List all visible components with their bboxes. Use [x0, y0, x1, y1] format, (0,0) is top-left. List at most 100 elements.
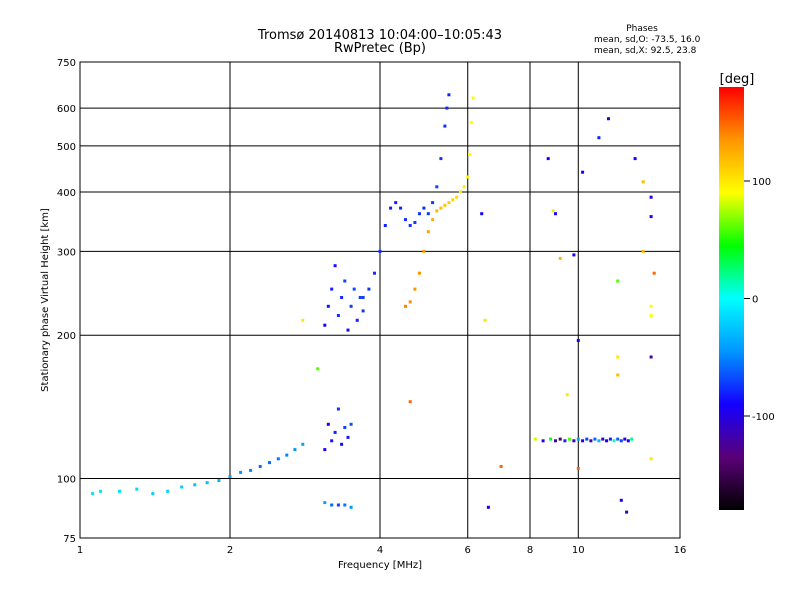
data-point: [649, 457, 653, 461]
data-point: [546, 157, 550, 161]
data-point: [601, 437, 605, 441]
data-point: [333, 430, 337, 434]
data-point: [649, 355, 653, 359]
data-point: [426, 230, 430, 234]
data-point: [426, 212, 430, 216]
data-point: [619, 439, 623, 443]
data-point: [455, 195, 459, 199]
colorbar-tick-label: 100: [752, 177, 771, 188]
phase-stats-o: mean, sd,O: -73.5, 16.0: [594, 35, 701, 45]
phase-header: Phases: [626, 24, 658, 34]
data-point: [394, 201, 398, 205]
data-point: [616, 437, 620, 441]
data-point: [413, 287, 417, 291]
data-point: [480, 212, 484, 216]
data-point: [458, 190, 462, 194]
data-point: [358, 296, 362, 299]
data-point: [486, 505, 490, 509]
data-point: [447, 201, 451, 205]
x-tick-label: 4: [377, 545, 383, 556]
data-point: [276, 457, 280, 461]
data-point: [404, 218, 407, 222]
data-point: [652, 271, 656, 275]
data-point: [641, 180, 645, 184]
data-point: [340, 442, 344, 446]
data-point: [451, 198, 455, 202]
data-point: [626, 439, 630, 443]
colorbar-label: [deg]: [720, 72, 755, 87]
data-point: [301, 442, 305, 446]
data-point: [135, 487, 139, 491]
data-point: [330, 503, 334, 507]
data-point: [349, 304, 353, 308]
colorbar: [deg] 100 0 -100: [719, 72, 775, 510]
data-point: [431, 201, 435, 205]
data-point: [217, 479, 221, 483]
data-point: [323, 501, 327, 505]
data-point: [616, 355, 620, 359]
data-point: [549, 437, 553, 441]
data-point: [418, 271, 421, 275]
data-point: [445, 106, 449, 110]
data-point: [330, 287, 334, 291]
axis-ticks: 1 2 4 6 8 10 16 75 100 200 300 400 500 600 750: [57, 58, 686, 556]
data-point: [323, 323, 327, 327]
data-point: [589, 439, 593, 443]
data-point: [435, 185, 439, 189]
data-point: [336, 503, 340, 507]
data-point: [151, 492, 155, 495]
x-tick-label: 2: [227, 545, 233, 556]
data-point: [471, 96, 475, 100]
data-point: [346, 328, 350, 332]
data-point: [228, 475, 232, 478]
data-point: [268, 461, 271, 465]
data-point: [383, 224, 387, 227]
data-point: [616, 373, 620, 377]
x-tick-label: 8: [527, 545, 533, 556]
data-point: [649, 215, 653, 219]
data-point: [373, 271, 376, 275]
data-point: [349, 422, 353, 426]
data-point: [466, 175, 470, 179]
x-tick-label: 16: [674, 545, 687, 556]
plot-frame: [79, 61, 681, 539]
data-point: [413, 221, 417, 224]
data-point: [316, 367, 320, 371]
data-point: [435, 209, 439, 213]
data-point: [439, 206, 443, 210]
data-point: [333, 264, 337, 268]
data-point: [336, 314, 340, 317]
data-point: [301, 318, 305, 322]
x-axis-label: Frequency [MHz]: [338, 560, 422, 571]
data-point: [118, 489, 121, 493]
colorbar-ticks: 100 0 -100: [744, 177, 775, 423]
data-point: [616, 279, 620, 283]
data-point: [641, 249, 645, 253]
data-point: [336, 407, 340, 411]
data-point: [326, 422, 330, 426]
data-point: [367, 287, 371, 291]
data-point: [205, 481, 209, 485]
data-point: [576, 339, 580, 342]
y-tick-label: 750: [57, 58, 76, 69]
data-point: [499, 465, 503, 468]
data-point: [180, 485, 184, 489]
data-point: [585, 437, 589, 441]
data-point: [249, 468, 253, 472]
data-point: [258, 465, 262, 468]
y-tick-label: 75: [63, 534, 76, 545]
y-tick-label: 100: [57, 475, 76, 486]
x-tick-label: 1: [77, 545, 83, 556]
data-point: [361, 309, 365, 313]
data-point: [612, 439, 616, 443]
phase-stats-x: mean, sd,X: 92.5, 23.8: [594, 46, 697, 56]
data-point: [576, 466, 580, 470]
data-point: [99, 489, 103, 493]
data-point: [468, 152, 471, 156]
data-point: [343, 503, 347, 507]
data-point: [568, 437, 571, 441]
data-point: [439, 157, 443, 161]
data-point: [597, 136, 601, 140]
data-point: [558, 256, 562, 260]
data-point: [649, 304, 653, 308]
